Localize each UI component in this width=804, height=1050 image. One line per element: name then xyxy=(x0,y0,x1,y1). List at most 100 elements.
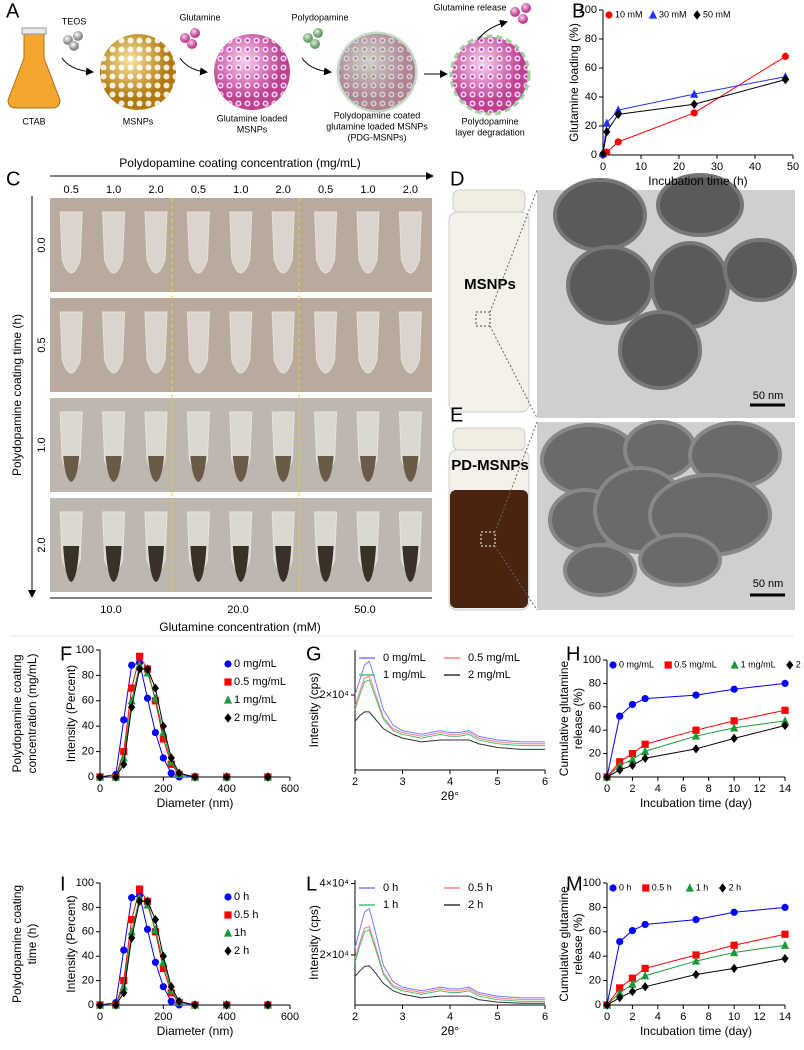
legend-label: 0.5 mg/mL xyxy=(674,659,717,669)
marker xyxy=(614,105,623,114)
legend-marker xyxy=(224,660,232,668)
marker xyxy=(781,706,789,714)
marker xyxy=(614,109,622,119)
tube xyxy=(59,211,83,274)
legend-label: 0 h xyxy=(383,882,398,894)
x-tick-label: 3 xyxy=(399,1011,405,1023)
tube-pellet xyxy=(360,456,376,482)
panel-label: C xyxy=(6,168,20,190)
marker xyxy=(616,765,624,775)
tube xyxy=(229,211,253,274)
legend-marker xyxy=(664,661,672,669)
tube-pellet xyxy=(105,546,122,582)
panel-label: I xyxy=(60,873,66,895)
legend-label: 2 mg/mL xyxy=(468,669,511,681)
marker xyxy=(628,979,637,988)
legend-label: 2 h xyxy=(729,882,742,892)
marker xyxy=(781,954,789,964)
connector xyxy=(494,545,538,611)
marker xyxy=(120,716,128,724)
connector xyxy=(489,325,538,419)
x-tick-label: 8 xyxy=(706,783,712,795)
x-tick-label: 4 xyxy=(447,1011,453,1023)
x-tick-label: 200 xyxy=(154,1011,172,1023)
x-axis-label: Diameter (nm) xyxy=(157,796,234,810)
panel-d: D MSNPs 50 nm xyxy=(448,168,797,419)
scale-label: 50 nm xyxy=(753,578,784,590)
y-tick-label: 20 xyxy=(589,975,601,987)
x-tick-label: 2 xyxy=(352,776,358,788)
y-tick-label: 0 xyxy=(88,771,94,783)
legend-label: 10 mM xyxy=(615,9,643,19)
marker xyxy=(143,925,152,933)
x-tick-label: 2 xyxy=(629,783,635,795)
release-icon xyxy=(510,3,531,24)
tube xyxy=(144,311,168,374)
marker xyxy=(690,89,699,98)
marker xyxy=(112,1000,120,1010)
marker xyxy=(692,744,700,754)
marker xyxy=(730,941,738,949)
marker xyxy=(151,958,160,966)
x-axis-label: 2θ° xyxy=(441,1024,459,1038)
y-tick-label: 20 xyxy=(82,746,94,758)
y-tick-label: 40 xyxy=(82,720,94,732)
series-line xyxy=(354,929,545,1002)
legend-label: 2 mg/mL xyxy=(234,712,277,724)
x-tick-label: 0 xyxy=(97,1011,103,1023)
arrow xyxy=(61,57,94,76)
msnps-label: MSNPs xyxy=(123,116,154,126)
y-tick-label: 20 xyxy=(82,975,94,987)
x-tick-label: 200 xyxy=(154,783,172,795)
row-label: 2.0 xyxy=(36,537,48,552)
loaded-pores xyxy=(214,34,290,110)
x-tick-label: 12 xyxy=(753,783,765,795)
column-label: 0.5 xyxy=(191,184,206,196)
scale-label: 50 nm xyxy=(753,390,784,402)
arrow xyxy=(301,57,332,76)
y-tick-label: 100 xyxy=(76,877,94,889)
marker xyxy=(151,915,160,925)
marker xyxy=(628,974,637,982)
tube-pellet xyxy=(317,456,334,482)
marker xyxy=(603,772,611,782)
marker xyxy=(120,946,128,954)
panel-label: F xyxy=(60,643,72,665)
panel-label: L xyxy=(306,873,317,895)
tube xyxy=(356,311,380,374)
x-tick-label: 5 xyxy=(494,1011,500,1023)
marker xyxy=(692,969,700,980)
legend-marker xyxy=(693,10,701,20)
marker xyxy=(692,951,700,959)
panel-label: A xyxy=(6,0,20,22)
y-axis-label: Intensity (cps) xyxy=(307,673,321,748)
marker xyxy=(128,894,136,902)
marker xyxy=(191,1000,199,1010)
tube-pellet xyxy=(105,456,122,482)
series-line xyxy=(354,660,545,743)
y-tick-label: 60 xyxy=(585,62,597,74)
x-tick-label: 4 xyxy=(655,1011,661,1023)
tube-pellet xyxy=(63,456,80,482)
legend-label: 0 mg/mL xyxy=(234,658,277,670)
degradation-label: Polydopamine xyxy=(461,116,518,126)
marker xyxy=(167,997,175,1005)
x-tick-label: 6 xyxy=(680,1011,686,1023)
legend-marker xyxy=(685,883,694,892)
coating xyxy=(449,34,531,116)
flask-neck xyxy=(21,27,47,35)
marker xyxy=(119,753,128,762)
marker xyxy=(167,753,175,763)
marker xyxy=(641,753,649,763)
marker xyxy=(159,983,167,991)
coating xyxy=(336,31,418,113)
marker xyxy=(159,721,167,731)
x-tick-label: 400 xyxy=(217,1011,235,1023)
x-axis-label: 2θ° xyxy=(441,789,459,803)
marker xyxy=(96,772,104,782)
y-axis-label: Intensity (cps) xyxy=(307,905,321,980)
marker xyxy=(264,1000,272,1010)
marker xyxy=(128,684,136,692)
tube xyxy=(398,211,422,274)
y-tick-label: 40 xyxy=(585,91,597,103)
